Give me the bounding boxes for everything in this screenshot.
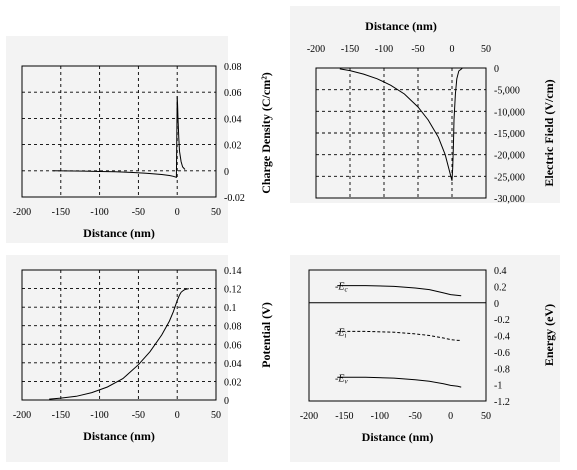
potential-xtick-label: 50 [211,410,221,421]
field-xtick-label: 50 [481,44,491,55]
field-ytick-label: -20,000 [494,151,525,162]
energy-ytick-label: -0.4 [494,332,510,343]
charge-ytick-label: 0.08 [224,62,242,73]
charge-series-0-line [52,96,186,178]
charge-plot-frame [21,65,217,198]
field-xtick-label: 0 [450,44,455,55]
charge-ytick-label: -0.02 [224,193,245,204]
field-xtick-label: -150 [341,44,359,55]
field-ytick-label: 0 [494,64,499,75]
energy-xtick-label: -200 [300,411,318,422]
charge-chart: -200 -150 -100 -50 0 50-0.02 0 0.02 0.04 0.06 0.08… [13,62,273,240]
field-ytick-label: -25,000 [494,172,525,183]
field-xtick-label: -200 [307,44,325,55]
charge-x-axis-label: Distance (nm) [83,226,155,240]
charge-panel-bg [6,36,228,243]
field-ytick-label: -10,000 [494,107,525,118]
potential-ytick-label: 0.12 [224,285,242,296]
energy-ytick-label: -1 [494,381,502,392]
field-series-0-line [339,68,463,181]
field-ytick-label: -15,000 [494,129,525,140]
charge-y-axis-label: Charge Density (C/cm²) [259,72,273,194]
charge-xtick-label: 50 [211,207,221,218]
charge-xtick-label: -100 [90,207,108,218]
field-ytick-label: -5,000 [494,86,520,97]
potential-panel-bg [6,255,228,462]
energy-chart: -200 -150 -100 -50 0 50 0.4 0.2 0 -0.2 -0.4 -0.6 -0.… [300,266,556,444]
energy-ytick-label: -0.2 [494,315,510,326]
energy-series-label: -Ev [335,373,348,385]
charge-xtick-label: -150 [52,207,70,218]
potential-ytick-label: 0.1 [224,303,237,314]
potential-ytick-label: 0.06 [224,340,242,351]
potential-xtick-label: -150 [52,410,70,421]
charge-xtick-label: -50 [132,207,145,218]
series-label-sub: c [344,286,348,294]
energy-ytick-label: -0.8 [494,364,510,375]
energy-series-ei-line [337,330,462,341]
potential-ytick-label: 0 [224,396,229,407]
series-label-main: -E [335,282,344,293]
energy-series-label: -Ei [335,327,346,339]
charge-ytick-label: 0.06 [224,88,242,99]
energy-xtick-label: -150 [335,411,353,422]
energy-ytick-label: -1.2 [494,397,510,408]
potential-series-0-line [49,288,189,400]
potential-ytick-label: 0.08 [224,322,242,333]
potential-ytick-label: 0.04 [224,359,242,370]
series-label-sub: v [344,377,348,385]
potential-plot-frame [21,269,217,401]
energy-xtick-label: -100 [371,411,389,422]
series-label-sub: i [344,331,346,339]
potential-chart: -200 -150 -100 -50 0 5000.020.040.060.080.10.… [13,266,273,443]
field-xtick-label: -100 [375,44,393,55]
energy-xtick-label: 0 [448,411,453,422]
energy-ytick-label: 0 [494,299,499,310]
series-label-main: -E [335,327,344,338]
potential-ytick-label: 0.14 [224,266,242,277]
field-ytick-label: -30,000 [494,194,525,205]
energy-y-axis-label: Energy (eV) [542,304,556,366]
potential-ytick-label: 0.02 [224,377,242,388]
charge-xtick-label: 0 [175,207,180,218]
energy-series-ec-line [337,285,462,297]
potential-xtick-label: 0 [175,410,180,421]
charge-ytick-label: 0 [224,167,229,178]
energy-x-axis-label: Distance (nm) [362,430,434,444]
field-xtick-label: -50 [411,44,424,55]
energy-ytick-label: -0.6 [494,348,510,359]
charts-group: -200 -150 -100 -50 0 50-0.0200.020.040.060.08… [13,19,556,444]
potential-xtick-label: -200 [13,410,31,421]
energy-ytick-label: 0.4 [494,266,507,277]
potential-xtick-label: -50 [132,410,145,421]
energy-plot-frame [308,269,487,402]
series-label-main: -E [335,373,344,384]
potential-y-axis-label: Potential (V) [259,302,273,368]
field-y-axis-label: Electric Field (V/cm) [542,79,556,186]
field-panel-bg [290,6,560,203]
charge-ytick-label: 0.02 [224,141,242,152]
field-x-axis-label: Distance (nm) [365,19,437,33]
energy-series-label: -Ec [335,282,348,294]
energy-xtick-label: 50 [481,411,491,422]
potential-x-axis-label: Distance (nm) [83,429,155,443]
field-chart: -200 -150 -100 -50 0 500-5,000-10,000-15,000-… [307,19,556,205]
potential-xtick-label: -100 [90,410,108,421]
charge-xtick-label: -200 [13,207,31,218]
energy-xtick-label: -50 [409,411,422,422]
energy-series-ev-line [337,376,462,388]
charge-ytick-label: 0.04 [224,114,242,125]
energy-ytick-label: 0.2 [494,282,507,293]
